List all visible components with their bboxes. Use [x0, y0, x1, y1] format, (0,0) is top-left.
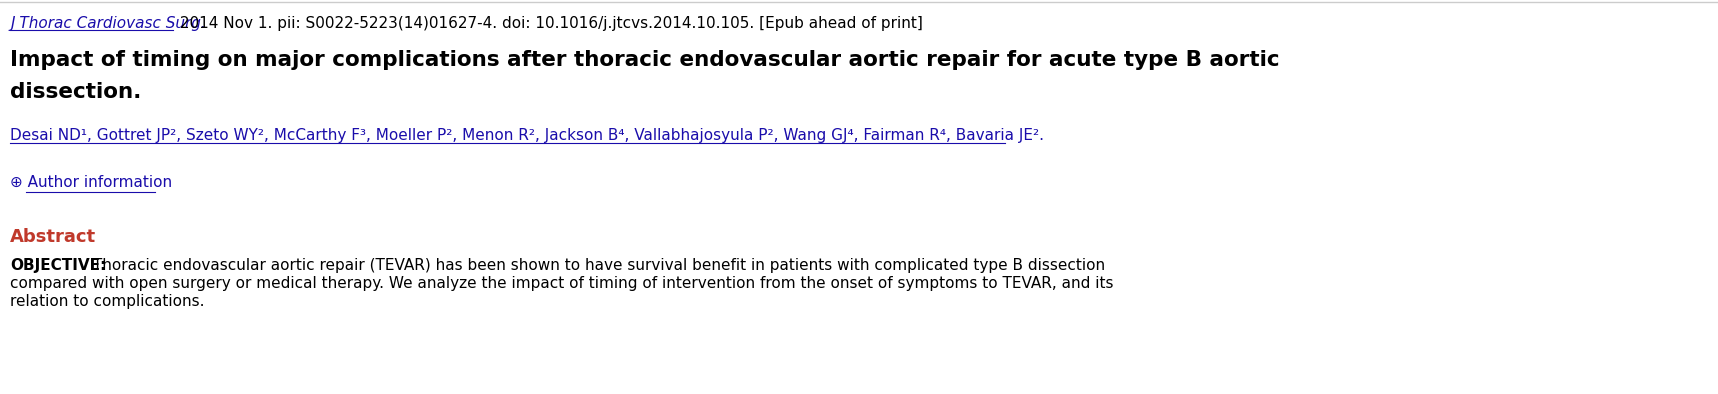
- Text: relation to complications.: relation to complications.: [10, 294, 204, 309]
- Text: ⊕ Author information: ⊕ Author information: [10, 175, 172, 190]
- Text: Desai ND¹, Gottret JP², Szeto WY², McCarthy F³, Moeller P², Menon R², Jackson B⁴: Desai ND¹, Gottret JP², Szeto WY², McCar…: [10, 128, 1045, 143]
- Text: 2014 Nov 1. pii: S0022-5223(14)01627-4. doi: 10.1016/j.jtcvs.2014.10.105. [Epub : 2014 Nov 1. pii: S0022-5223(14)01627-4. …: [175, 16, 923, 31]
- Text: Thoracic endovascular aortic repair (TEVAR) has been shown to have survival bene: Thoracic endovascular aortic repair (TEV…: [88, 258, 1105, 273]
- Text: OBJECTIVE:: OBJECTIVE:: [10, 258, 107, 273]
- Text: Impact of timing on major complications after thoracic endovascular aortic repai: Impact of timing on major complications …: [10, 50, 1280, 70]
- Text: J Thorac Cardiovasc Surg.: J Thorac Cardiovasc Surg.: [10, 16, 206, 31]
- Text: compared with open surgery or medical therapy. We analyze the impact of timing o: compared with open surgery or medical th…: [10, 276, 1113, 291]
- Text: dissection.: dissection.: [10, 82, 141, 102]
- Text: Abstract: Abstract: [10, 228, 96, 246]
